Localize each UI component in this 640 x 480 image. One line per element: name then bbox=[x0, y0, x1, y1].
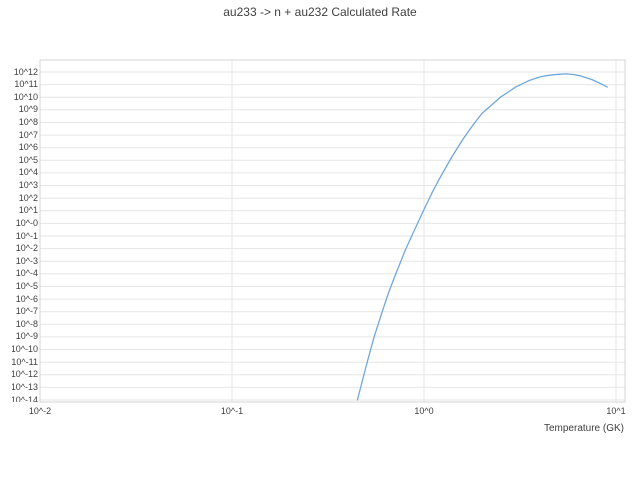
y-tick-label: 10^-13 bbox=[12, 381, 38, 392]
y-tick-label: 10^1 bbox=[18, 205, 38, 216]
y-tick-label: 10^-7 bbox=[15, 306, 38, 317]
y-tick-label: 10^10 bbox=[13, 91, 38, 102]
plot-border bbox=[39, 59, 626, 403]
y-tick-label: 10^2 bbox=[18, 192, 38, 203]
y-tick-label: 10^-8 bbox=[15, 318, 38, 329]
y-tick-label: 10^9 bbox=[18, 104, 38, 115]
y-tick-label: 10^-9 bbox=[15, 331, 38, 342]
y-tick-label: 10^-3 bbox=[15, 255, 38, 266]
x-tick-label: 10^0 bbox=[414, 406, 434, 416]
x-tick-label: 10^-2 bbox=[28, 406, 52, 416]
y-tick-label: 10^-6 bbox=[15, 293, 38, 304]
y-tick-label: 10^4 bbox=[18, 167, 38, 178]
y-tick-label: 10^6 bbox=[18, 142, 38, 153]
y-tick-label: 10^-4 bbox=[15, 268, 38, 279]
y-tick-label: 10^7 bbox=[18, 129, 38, 140]
y-tick-label: 10^-5 bbox=[15, 281, 38, 291]
y-tick-label: 10^11 bbox=[14, 79, 38, 90]
y-tick-label: 10^-14 bbox=[12, 394, 38, 403]
y-tick-label: 10^-12 bbox=[12, 369, 38, 380]
y-tick-label: 10^3 bbox=[18, 180, 38, 190]
y-tick-label: 10^-2 bbox=[15, 243, 38, 254]
rate-curve bbox=[356, 73, 608, 401]
y-tick-label: 10^8 bbox=[18, 117, 38, 127]
chart-title: au233 -> n + au232 Calculated Rate bbox=[223, 5, 417, 19]
y-tick-label: 10^5 bbox=[18, 154, 38, 165]
x-tick-label: 10^-1 bbox=[220, 406, 244, 416]
y-tick-label: 10^-0 bbox=[15, 217, 38, 228]
y-axis-tick-labels: 10^12 10^11 10^10 10^9 10^8 10^7 10^6 10^5 10^4 1… bbox=[12, 60, 38, 403]
y-tick-label: 10^-11 bbox=[12, 356, 38, 367]
x-axis-title: Temperature (GK) bbox=[543, 423, 624, 434]
y-tick-label: 10^-1 bbox=[15, 230, 38, 241]
y-tick-label: 10^12 bbox=[13, 66, 38, 77]
y-tick-label: 10^-10 bbox=[12, 344, 38, 354]
x-tick-label: 10^1 bbox=[606, 406, 626, 416]
